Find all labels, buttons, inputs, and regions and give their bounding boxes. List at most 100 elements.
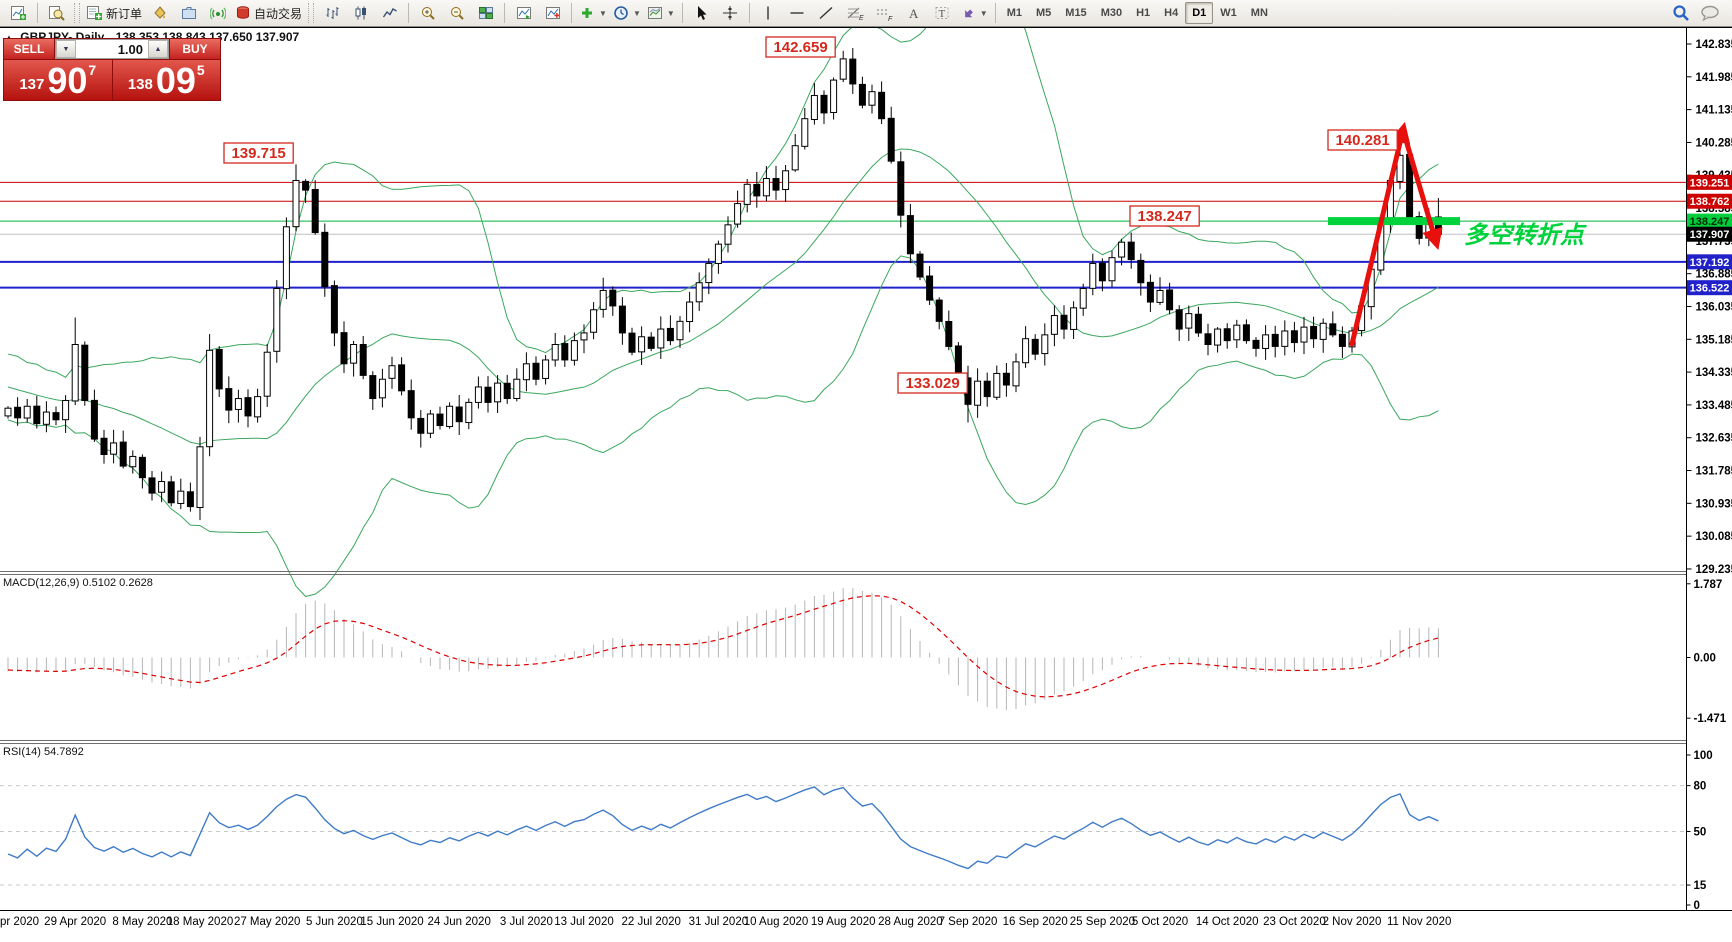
zoom-out-button[interactable] <box>442 1 471 25</box>
zoom-in-icon <box>421 7 435 20</box>
fibonacci-button[interactable]: E <box>841 1 870 25</box>
arrows-dropdown[interactable]: ▼ <box>957 1 991 25</box>
channel-icon: F <box>877 9 893 21</box>
svg-text:24 Jun 2020: 24 Jun 2020 <box>428 916 491 928</box>
tf-m1[interactable]: M1 <box>1006 7 1022 19</box>
bars-chart-button[interactable] <box>317 1 346 25</box>
svg-text:136.035: 136.035 <box>1696 301 1732 313</box>
svg-text:138.247: 138.247 <box>1137 208 1191 225</box>
tf-h1[interactable]: H1 <box>1136 7 1151 19</box>
dropdown-arrow-icon: ▼ <box>666 8 675 18</box>
signals-icon <box>209 7 226 20</box>
tf-h4[interactable]: H4 <box>1164 7 1179 19</box>
zoom-in-button[interactable] <box>413 1 442 25</box>
crosshair-button[interactable] <box>716 1 745 25</box>
volume-increase-button[interactable]: ▲ <box>148 40 168 58</box>
svg-text:22 Jul 2020: 22 Jul 2020 <box>621 916 680 928</box>
buy-button[interactable]: BUY <box>170 39 220 59</box>
support-highlight-bar <box>1328 217 1460 226</box>
volume-decrease-button[interactable]: ▼ <box>56 40 76 58</box>
buy-price-button[interactable]: 138 09 5 <box>112 60 220 100</box>
search-icon <box>1672 5 1689 21</box>
clock-icon <box>614 6 628 20</box>
fibonacci-icon: E <box>847 7 864 21</box>
autotrade-button[interactable]: 自动交易 <box>232 1 305 25</box>
volume-input[interactable] <box>76 40 148 58</box>
insert-indicator-dropdown[interactable]: ▼ <box>576 1 610 25</box>
svg-text:137.192: 137.192 <box>1690 257 1730 269</box>
chat-icon <box>1700 5 1719 21</box>
periods-dropdown[interactable]: ▼ <box>610 1 644 25</box>
tf-w1[interactable]: W1 <box>1220 7 1237 19</box>
search-button[interactable] <box>1666 1 1695 25</box>
turning-point-note: 多空转折点 <box>1464 222 1587 249</box>
cursor-button[interactable] <box>687 1 716 25</box>
new-chart-button[interactable] <box>4 1 33 25</box>
templates-dropdown[interactable]: ▼ <box>644 1 678 25</box>
horizontal-line-icon <box>790 12 804 14</box>
profiles-icon <box>181 7 196 19</box>
buy-price-pip: 5 <box>196 62 205 78</box>
text-button[interactable]: A <box>899 1 928 25</box>
toolbar-separator <box>408 3 410 23</box>
line-chart-icon <box>382 8 397 18</box>
svg-text:136.885: 136.885 <box>1696 269 1732 281</box>
trendline-button[interactable] <box>812 1 841 25</box>
line-chart-button[interactable] <box>375 1 404 25</box>
label-button[interactable]: T <box>928 1 957 25</box>
tf-d1[interactable]: D1 <box>1185 2 1214 24</box>
down-arrow-annotation <box>1400 127 1443 251</box>
add-indicator-icon <box>545 7 560 19</box>
tf-m5[interactable]: M5 <box>1036 7 1052 19</box>
new-order-icon <box>87 6 102 20</box>
tf-m15[interactable]: M15 <box>1065 7 1087 19</box>
horizontal-line-button[interactable] <box>783 1 812 25</box>
tile-windows-button[interactable] <box>471 1 500 25</box>
svg-text:140.285: 140.285 <box>1696 137 1732 149</box>
signals-button[interactable] <box>203 1 232 25</box>
candlestick-chart-button[interactable] <box>346 1 375 25</box>
sell-price-button[interactable]: 137 90 7 <box>4 60 112 100</box>
svg-text:11 Nov 2020: 11 Nov 2020 <box>1387 916 1451 928</box>
svg-text:-1.471: -1.471 <box>1694 713 1727 725</box>
chat-button[interactable] <box>1695 1 1724 25</box>
preview-icon <box>49 6 65 21</box>
new-chart-icon <box>11 6 26 20</box>
profiles-button[interactable] <box>174 1 203 25</box>
channel-button[interactable]: F <box>870 1 899 25</box>
svg-text:133.029: 133.029 <box>905 375 959 392</box>
arrows-icon <box>964 9 973 18</box>
price-axis[interactable]: 142.835141.985141.135140.285139.435138.5… <box>1686 39 1732 912</box>
svg-text:132.635: 132.635 <box>1696 433 1732 445</box>
sell-button[interactable]: SELL <box>4 39 54 59</box>
toolbar-separator <box>504 3 506 23</box>
toolbar-separator <box>748 3 750 23</box>
label-icon: T <box>935 7 949 20</box>
svg-text:15 Jun 2020: 15 Jun 2020 <box>360 916 423 928</box>
svg-text:27 May 2020: 27 May 2020 <box>234 916 301 928</box>
drawn-annotations[interactable]: 多空转折点 <box>1328 121 1587 347</box>
svg-text:8 May 2020: 8 May 2020 <box>112 916 172 928</box>
vertical-line-button[interactable] <box>754 1 783 25</box>
new-order-label: 新订单 <box>106 6 143 21</box>
svg-text:138.762: 138.762 <box>1690 196 1730 208</box>
svg-text:142.659: 142.659 <box>773 39 827 56</box>
styles-button[interactable] <box>145 1 174 25</box>
indicators-list-button[interactable] <box>509 1 538 25</box>
svg-text:1.787: 1.787 <box>1694 579 1723 591</box>
svg-text:5 Jun 2020: 5 Jun 2020 <box>306 916 363 928</box>
chart-preview-button[interactable] <box>42 1 71 25</box>
zoom-out-icon <box>450 7 464 20</box>
svg-text:0: 0 <box>1694 900 1700 912</box>
new-order-button[interactable]: 新订单 <box>83 1 145 25</box>
svg-text:100: 100 <box>1694 750 1713 762</box>
toolbar-grip <box>74 3 80 23</box>
templates-icon <box>647 7 662 19</box>
tf-m30[interactable]: M30 <box>1100 7 1123 19</box>
add-indicator-button[interactable] <box>538 1 567 25</box>
price-callouts[interactable]: 139.715 142.659 140.281 138.247 133.029 <box>223 36 1398 394</box>
tf-mn[interactable]: MN <box>1250 7 1268 19</box>
